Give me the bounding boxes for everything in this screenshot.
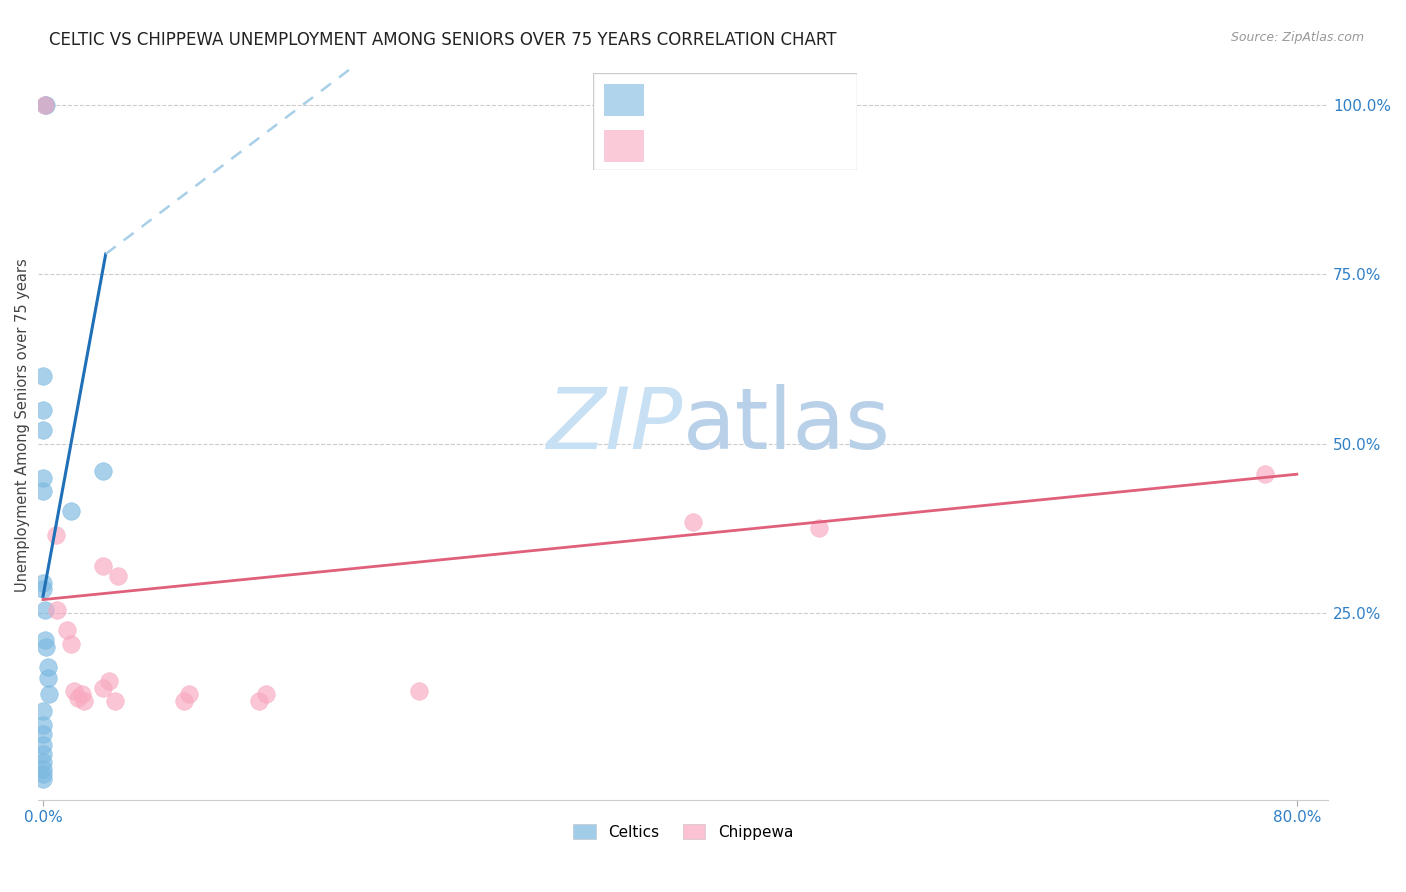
Point (32, 727, 55, 741)
Text: ZIP: ZIP (547, 384, 683, 467)
Point (247, 694, 270, 708)
Point (32, 762, 55, 776)
Point (177, 688, 200, 702)
Point (45, 528, 67, 542)
Point (32, 484, 55, 499)
Y-axis label: Unemployment Among Seniors over 75 years: Unemployment Among Seniors over 75 years (15, 258, 30, 592)
Point (35, 640, 58, 654)
Point (408, 684, 430, 698)
Point (97, 673, 120, 688)
Point (682, 515, 704, 529)
Point (70, 688, 93, 702)
Point (35, 98, 58, 112)
Point (34, 98, 56, 112)
Point (32, 368, 55, 383)
Text: CELTIC VS CHIPPEWA UNEMPLOYMENT AMONG SENIORS OVER 75 YEARS CORRELATION CHART: CELTIC VS CHIPPEWA UNEMPLOYMENT AMONG SE… (49, 31, 837, 49)
Point (73, 694, 96, 708)
Point (63, 684, 86, 698)
Point (60, 504, 83, 518)
Point (32, 705, 55, 719)
Point (32, 575, 55, 590)
Point (104, 694, 127, 708)
Point (91, 464, 114, 478)
Point (55, 623, 77, 637)
Text: Source: ZipAtlas.com: Source: ZipAtlas.com (1230, 31, 1364, 45)
Point (32, 718, 55, 732)
Point (46, 603, 69, 617)
Point (34, 98, 56, 112)
Point (91, 681, 114, 695)
Point (37, 671, 59, 685)
Point (37, 660, 59, 674)
Point (32, 402, 55, 417)
Point (32, 756, 55, 770)
Text: atlas: atlas (683, 384, 891, 467)
Point (254, 688, 277, 702)
Point (1254, 467, 1277, 482)
Point (32, 582, 55, 597)
Point (32, 739, 55, 753)
Point (66, 690, 89, 705)
Point (807, 521, 830, 535)
Point (32, 772, 55, 787)
Point (32, 470, 55, 484)
Point (173, 694, 195, 708)
Point (32, 747, 55, 761)
Point (60, 637, 83, 651)
Point (38, 688, 60, 702)
Point (107, 569, 129, 583)
Point (32, 423, 55, 437)
Point (34, 633, 56, 648)
Point (32, 767, 55, 781)
Legend: Celtics, Chippewa: Celtics, Chippewa (567, 818, 799, 846)
Point (34, 603, 56, 617)
Point (91, 558, 114, 573)
